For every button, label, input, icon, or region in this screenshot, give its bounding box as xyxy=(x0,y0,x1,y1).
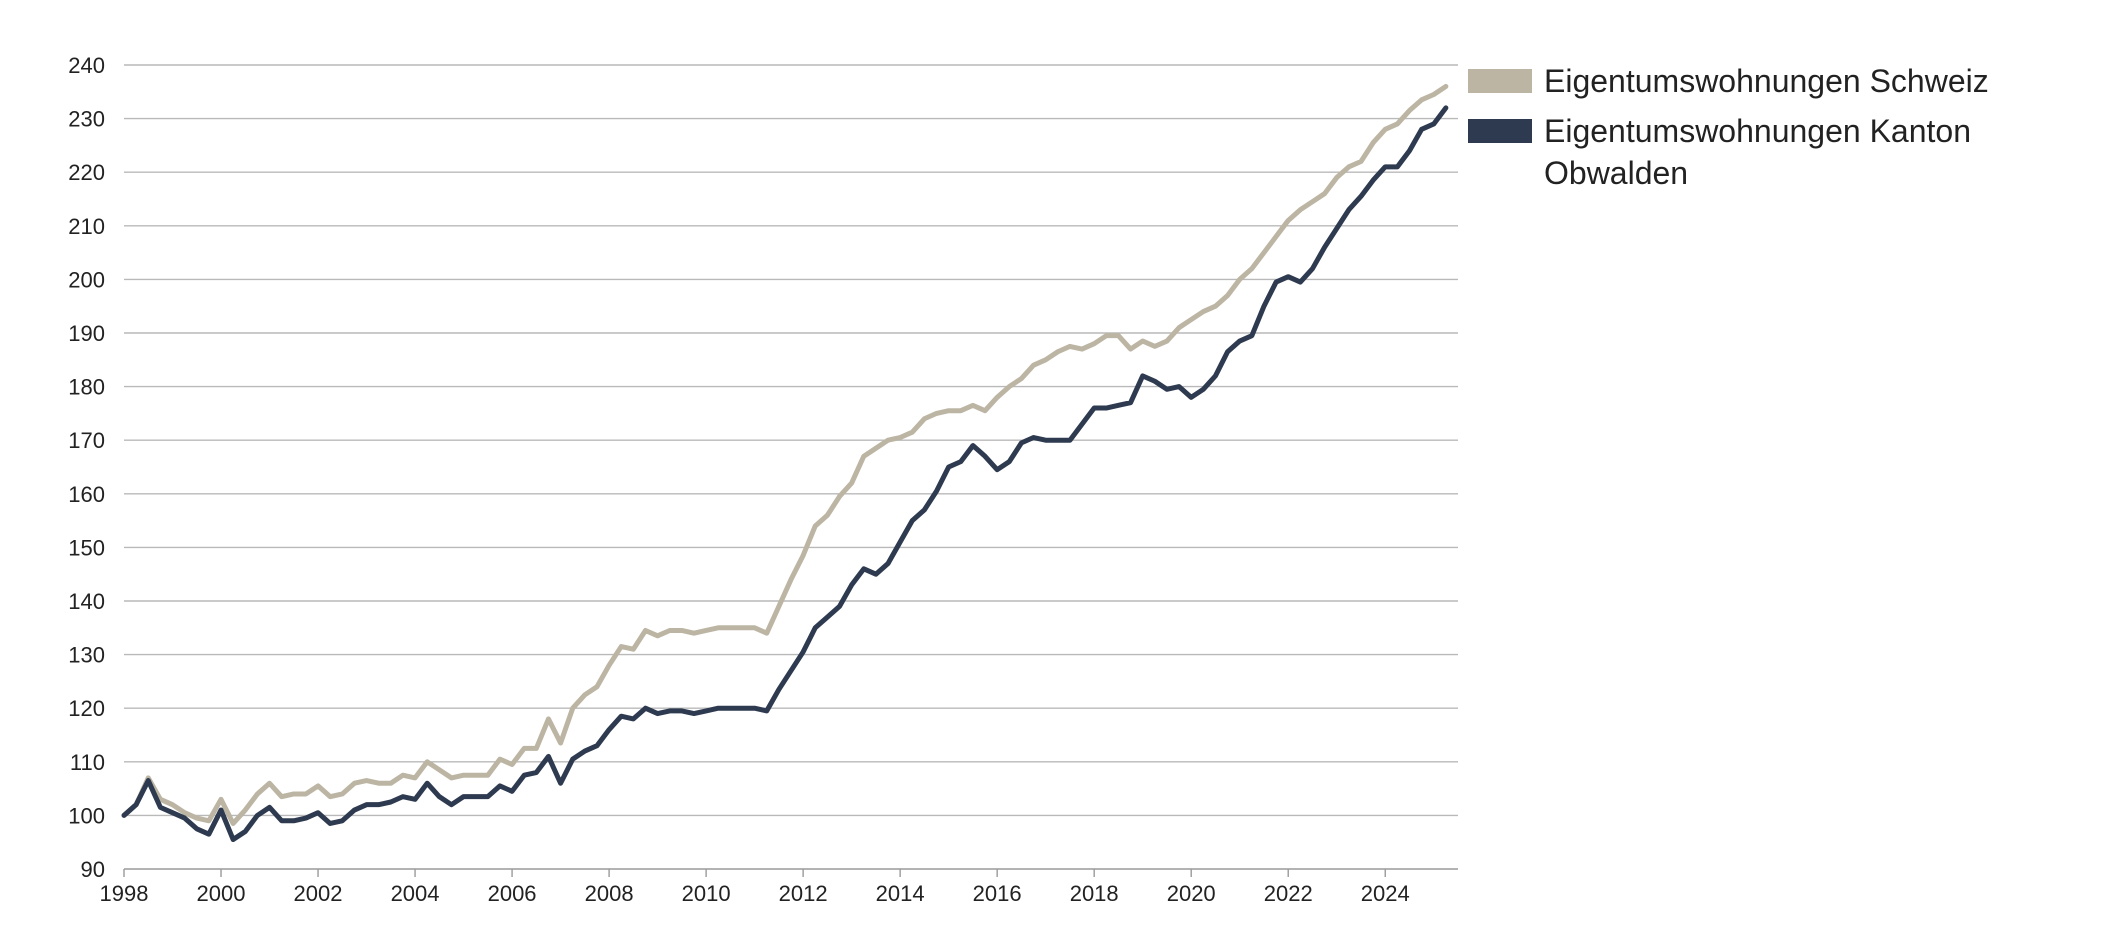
x-tick-label-2022: 2022 xyxy=(1264,881,1313,906)
y-tick-label-90: 90 xyxy=(81,857,105,882)
x-tick-label-2008: 2008 xyxy=(585,881,634,906)
x-tick-label-2014: 2014 xyxy=(876,881,925,906)
series-lines xyxy=(121,83,1449,843)
x-tick-label-2010: 2010 xyxy=(682,881,731,906)
series-line-schweiz xyxy=(121,83,1449,826)
y-tick-label-100: 100 xyxy=(68,803,105,828)
legend-swatch-schweiz xyxy=(1468,69,1532,93)
x-tick-label-2016: 2016 xyxy=(973,881,1022,906)
gridlines xyxy=(124,64,1458,817)
y-tick-label-150: 150 xyxy=(68,535,105,560)
x-tick-label-2006: 2006 xyxy=(488,881,537,906)
y-tick-label-200: 200 xyxy=(68,267,105,292)
legend-item-schweiz: Eigentumswohnungen Schweiz xyxy=(1468,60,2104,102)
series-line-obwalden xyxy=(121,105,1449,843)
legend-label-schweiz: Eigentumswohnungen Schweiz xyxy=(1544,63,1989,99)
y-tick-label-110: 110 xyxy=(70,750,105,775)
y-axis-tick-labels: 90 100 110 120 130 140 150 160 170 180 190 200 210 22… xyxy=(68,53,105,882)
x-tick-label-1998: 1998 xyxy=(100,881,149,906)
legend: Eigentumswohnungen Schweiz Eigentumswohn… xyxy=(1468,60,2104,202)
x-tick-label-2024: 2024 xyxy=(1361,881,1410,906)
x-tick-label-2002: 2002 xyxy=(294,881,343,906)
y-tick-label-220: 220 xyxy=(68,160,105,185)
x-axis-tick-labels: 1998 2000 2002 2004 2006 2008 2010 2012 2014 2016… xyxy=(100,881,1410,906)
legend-swatch-obwalden xyxy=(1468,119,1532,143)
x-tick-label-2018: 2018 xyxy=(1070,881,1119,906)
y-tick-label-190: 190 xyxy=(68,321,105,346)
x-tick-label-2000: 2000 xyxy=(197,881,246,906)
y-tick-label-130: 130 xyxy=(68,643,105,668)
x-axis xyxy=(123,868,1458,877)
y-tick-label-120: 120 xyxy=(68,696,105,721)
y-tick-label-180: 180 xyxy=(68,375,105,400)
x-tick-label-2020: 2020 xyxy=(1167,881,1216,906)
x-tick-label-2012: 2012 xyxy=(779,881,828,906)
y-tick-label-210: 210 xyxy=(68,214,105,239)
y-tick-label-240: 240 xyxy=(68,53,105,78)
legend-item-obwalden: Eigentumswohnungen Kanton Obwalden xyxy=(1468,110,2104,194)
y-tick-label-170: 170 xyxy=(68,428,105,453)
legend-label-obwalden: Eigentumswohnungen Kanton Obwalden xyxy=(1544,113,1971,191)
y-tick-label-140: 140 xyxy=(68,589,105,614)
y-tick-label-230: 230 xyxy=(68,107,105,132)
x-tick-label-2004: 2004 xyxy=(391,881,440,906)
y-tick-label-160: 160 xyxy=(68,482,105,507)
